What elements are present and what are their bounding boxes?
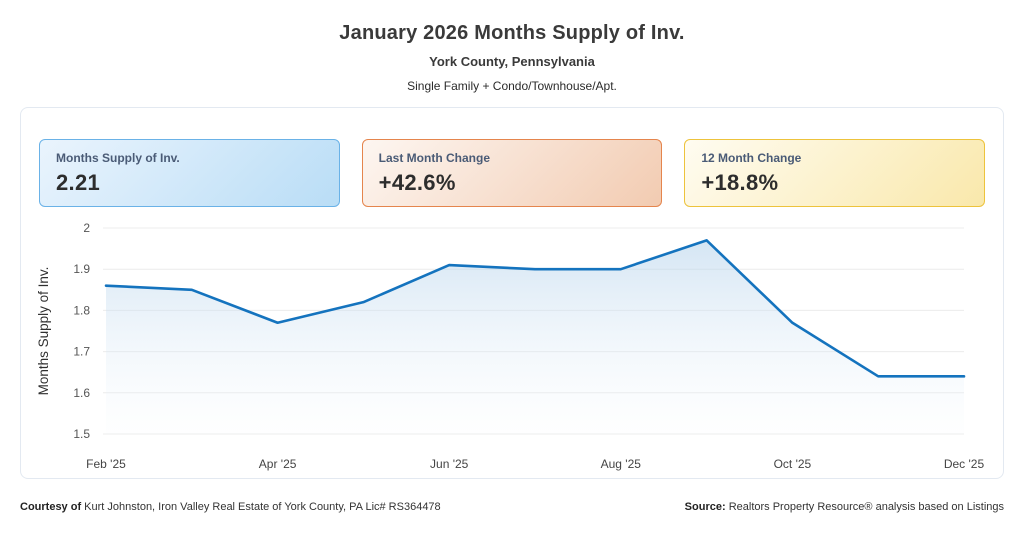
- stat-value: 2.21: [56, 170, 101, 195]
- y-tick-label: 2: [83, 221, 90, 235]
- footer: Courtesy of Kurt Johnston, Iron Valley R…: [20, 501, 1004, 513]
- stat-cards-row: Months Supply of Inv. 2.21 Last Month Ch…: [39, 139, 986, 207]
- x-tick-label: Jun '25: [430, 457, 469, 471]
- chart-panel: 2 1.9 1.8 1.7 1.6 1.5 Feb '25 Apr '25 Jun '25 Aug…: [20, 107, 1004, 479]
- source-text: Source: Realtors Property Resource® anal…: [685, 501, 1004, 513]
- stat-label: Months Supply of Inv.: [56, 151, 180, 165]
- stat-card-12-month-change: 12 Month Change +18.8%: [684, 139, 986, 207]
- courtesy-text: Courtesy of Kurt Johnston, Iron Valley R…: [20, 501, 441, 513]
- stat-card-months-supply: Months Supply of Inv. 2.21: [39, 139, 340, 207]
- x-tick-label: Apr '25: [259, 457, 297, 471]
- x-tick-label: Oct '25: [774, 457, 812, 471]
- y-tick-label: 1.8: [73, 303, 90, 317]
- source-label: Source:: [684, 501, 726, 513]
- trend-line: [104, 239, 966, 378]
- stat-label: 12 Month Change: [701, 151, 802, 165]
- stat-card-last-month-change: Last Month Change +42.6%: [361, 139, 663, 207]
- stat-value: +18.8%: [701, 170, 779, 195]
- report-header: January 2026 Months Supply of Inv. York …: [0, 0, 1024, 93]
- y-tick-label: 1.5: [73, 427, 90, 441]
- x-tick-label: Feb '25: [86, 457, 126, 471]
- y-tick-label: 1.9: [73, 262, 90, 276]
- x-tick-label: Dec '25: [944, 457, 985, 471]
- location-subtitle: York County, Pennsylvania: [429, 54, 595, 69]
- stat-label: Last Month Change: [378, 151, 490, 165]
- x-tick-label: Aug '25: [601, 457, 642, 471]
- area-fill: [106, 240, 964, 434]
- months-supply-chart: 2 1.9 1.8 1.7 1.6 1.5 Feb '25 Apr '25 Jun '25 Aug…: [36, 221, 985, 471]
- property-type-subtitle: Single Family + Condo/Townhouse/Apt.: [407, 79, 617, 93]
- stat-value: +42.6%: [378, 170, 456, 195]
- courtesy-label: Courtesy of: [20, 501, 82, 513]
- y-axis-title: Months Supply of Inv.: [36, 267, 51, 396]
- source-detail: Realtors Property Resource® analysis bas…: [725, 501, 1004, 513]
- courtesy-detail: Kurt Johnston, Iron Valley Real Estate o…: [81, 501, 441, 513]
- page-title: January 2026 Months Supply of Inv.: [339, 22, 685, 44]
- y-tick-label: 1.6: [73, 386, 90, 400]
- y-tick-label: 1.7: [73, 345, 90, 359]
